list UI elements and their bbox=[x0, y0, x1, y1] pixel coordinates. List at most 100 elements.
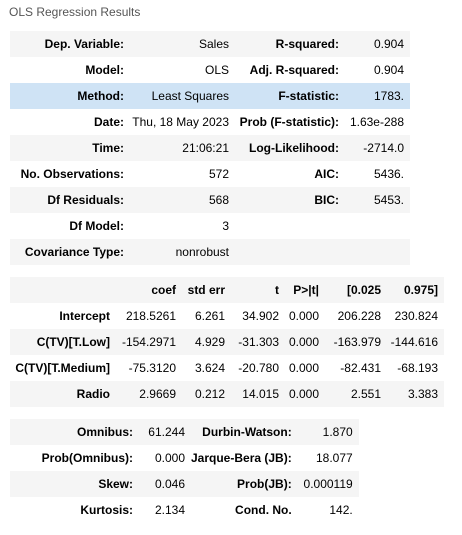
cell: 21:06:21 bbox=[182, 141, 229, 155]
cell: -154.2971 bbox=[121, 335, 176, 349]
cell: No. Observations: bbox=[20, 167, 124, 181]
header-cell: std err bbox=[187, 283, 225, 297]
header-cell: t bbox=[275, 283, 279, 297]
header-row: coef std err t P>|t| [0.025 0.975] bbox=[10, 277, 444, 303]
cell: C(TV)[T.Medium] bbox=[15, 361, 110, 375]
row: Model: OLS Adj. R-squared: 0.904 bbox=[10, 57, 410, 83]
row: Df Residuals: 568 BIC: 5453. bbox=[10, 187, 410, 213]
header-cell: coef bbox=[151, 283, 176, 297]
cell: Log-Likelihood: bbox=[249, 141, 339, 155]
cell bbox=[10, 277, 116, 303]
cell: OLS bbox=[204, 63, 229, 77]
cell: 3.383 bbox=[407, 387, 438, 401]
header-cell: 0.975] bbox=[403, 283, 438, 297]
row: C(TV)[T.Medium] -75.3120 3.624 -20.780 0.000… bbox=[10, 355, 444, 381]
cell: -2714.0 bbox=[363, 141, 404, 155]
cell: 0.000119 bbox=[303, 477, 353, 491]
cell: 4.929 bbox=[194, 335, 225, 349]
cell: 6.261 bbox=[194, 309, 225, 323]
cell: 218.5261 bbox=[125, 309, 176, 323]
cell: Durbin-Watson: bbox=[202, 425, 292, 439]
cell: 0.212 bbox=[194, 387, 225, 401]
cell: Covariance Type: bbox=[24, 245, 124, 259]
cell: Df Residuals: bbox=[47, 193, 124, 207]
cell: Adj. R-squared: bbox=[249, 63, 339, 77]
row: Radio 2.9669 0.212 14.015 0.000 2.551 3.383 bbox=[10, 381, 444, 407]
cell: nonrobust bbox=[175, 245, 229, 259]
cell: 206.228 bbox=[337, 309, 381, 323]
cell: 1783. bbox=[373, 89, 404, 103]
cell: 2.134 bbox=[154, 503, 185, 517]
cell: Dep. Variable: bbox=[44, 37, 124, 51]
cell: 0.000 bbox=[288, 335, 319, 349]
cell: Jarque-Bera (JB): bbox=[191, 451, 292, 465]
cell bbox=[345, 239, 410, 265]
cell: -75.3120 bbox=[128, 361, 176, 375]
cell: 3.624 bbox=[194, 361, 225, 375]
cell: F-statistic: bbox=[278, 89, 339, 103]
row: Omnibus: 61.244 Durbin-Watson: 1.870 bbox=[10, 419, 359, 445]
cell: 1.63e-288 bbox=[349, 115, 404, 129]
row: No. Observations: 572 AIC: 5436. bbox=[10, 161, 410, 187]
cell: 14.015 bbox=[242, 387, 279, 401]
row: Method: Least Squares F-statistic: 1783. bbox=[10, 83, 410, 109]
cell: 0.046 bbox=[154, 477, 185, 491]
cell: 0.000 bbox=[288, 387, 319, 401]
cell: 0.904 bbox=[373, 37, 404, 51]
cell: -82.431 bbox=[340, 361, 381, 375]
cell: Time: bbox=[92, 141, 124, 155]
header-cell: P>|t| bbox=[293, 283, 319, 297]
summary-table: Dep. Variable: Sales R-squared: 0.904 Model:… bbox=[10, 31, 410, 265]
cell bbox=[235, 239, 345, 265]
cell: C(TV)[T.Low] bbox=[36, 335, 110, 349]
cell: Radio bbox=[76, 387, 110, 401]
header-cell: [0.025 bbox=[346, 283, 381, 297]
cell: 61.244 bbox=[148, 425, 185, 439]
coefficients-table: coef std err t P>|t| [0.025 0.975] Intercept 21… bbox=[10, 277, 444, 407]
cell: Prob (F-statistic): bbox=[239, 115, 339, 129]
cell: Prob(JB): bbox=[237, 477, 292, 491]
cell: Df Model: bbox=[69, 219, 124, 233]
cell: Date: bbox=[93, 115, 124, 129]
cell: -68.193 bbox=[397, 361, 438, 375]
cell: 142. bbox=[329, 503, 353, 517]
row: Df Model: 3 bbox=[10, 213, 410, 239]
cell: Omnibus: bbox=[77, 425, 133, 439]
cell: 230.824 bbox=[394, 309, 438, 323]
cell: Model: bbox=[85, 63, 124, 77]
cell: -144.616 bbox=[390, 335, 438, 349]
row: Time: 21:06:21 Log-Likelihood: -2714.0 bbox=[10, 135, 410, 161]
cell: 0.000 bbox=[288, 309, 319, 323]
cell: 572 bbox=[208, 167, 229, 181]
row: Kurtosis: 2.134 Cond. No. 142. bbox=[10, 497, 359, 523]
cell: Kurtosis: bbox=[80, 503, 133, 517]
row: C(TV)[T.Low] -154.2971 4.929 -31.303 0.000 -1… bbox=[10, 329, 444, 355]
cell: R-squared: bbox=[275, 37, 339, 51]
cell: -20.780 bbox=[238, 361, 279, 375]
cell: Least Squares bbox=[151, 89, 229, 103]
cell: 2.9669 bbox=[139, 387, 176, 401]
row: Intercept 218.5261 6.261 34.902 0.000 206.228… bbox=[10, 303, 444, 329]
cell: Prob(Omnibus): bbox=[41, 451, 133, 465]
row: Prob(Omnibus): 0.000 Jarque-Bera (JB): 18.0… bbox=[10, 445, 359, 471]
cell bbox=[345, 213, 410, 239]
title: OLS Regression Results bbox=[9, 5, 141, 19]
cell: Skew: bbox=[98, 477, 133, 491]
row: Covariance Type: nonrobust bbox=[10, 239, 410, 265]
cell: 18.077 bbox=[316, 451, 353, 465]
cell: AIC: bbox=[314, 167, 339, 181]
cell bbox=[235, 213, 345, 239]
row: Skew: 0.046 Prob(JB): 0.000119 bbox=[10, 471, 359, 497]
cell: 0.904 bbox=[373, 63, 404, 77]
cell: Cond. No. bbox=[235, 503, 292, 517]
cell: 34.902 bbox=[242, 309, 279, 323]
row: Dep. Variable: Sales R-squared: 0.904 bbox=[10, 31, 410, 57]
cell: BIC: bbox=[314, 193, 339, 207]
cell: Sales bbox=[198, 37, 229, 51]
cell: 5436. bbox=[373, 167, 404, 181]
cell: 5453. bbox=[373, 193, 404, 207]
cell: -163.979 bbox=[333, 335, 381, 349]
cell: 3 bbox=[222, 219, 229, 233]
cell: 1.870 bbox=[322, 425, 353, 439]
